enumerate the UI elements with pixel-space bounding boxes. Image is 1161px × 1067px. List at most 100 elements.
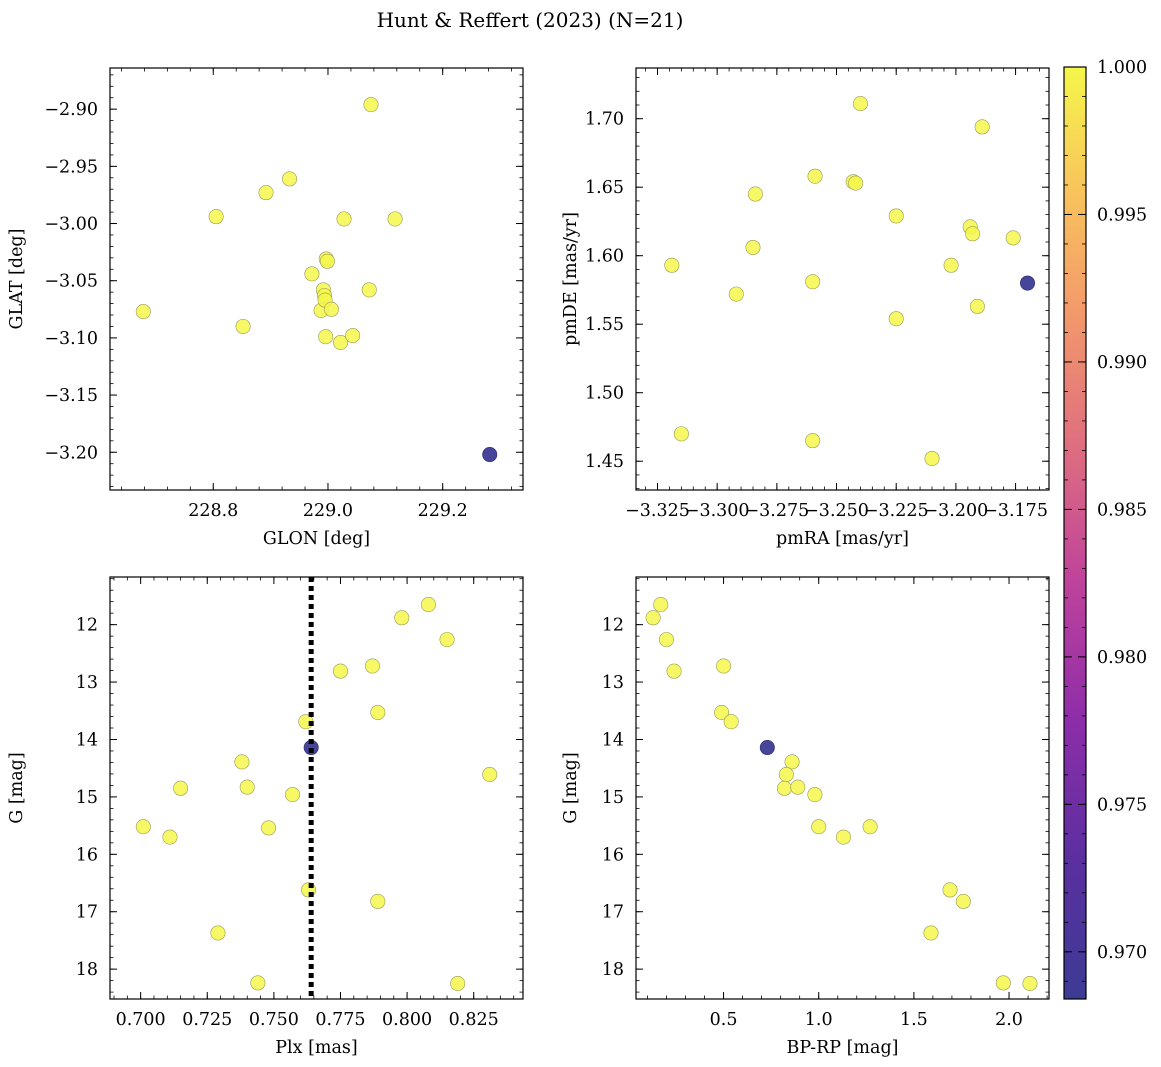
colorbar-tick-label: 0.975: [1097, 795, 1147, 815]
scatter-point: [208, 209, 224, 225]
y-tick-label: −2.95: [44, 157, 98, 177]
scatter-point: [943, 257, 959, 273]
colorbar-frame: [1063, 66, 1087, 1000]
scatter-point: [673, 426, 689, 442]
y-tick-label: −3.15: [44, 386, 98, 406]
scatter-point: [285, 787, 301, 803]
scatter-point: [923, 925, 939, 941]
scatter-points: [664, 96, 1036, 466]
scatter-point: [239, 779, 255, 795]
scatter-point: [261, 820, 277, 836]
scatter-point: [965, 226, 981, 242]
y-tick-label: 1.60: [585, 247, 624, 267]
colorbar-tick-label: 0.985: [1097, 500, 1147, 520]
scatter-point: [361, 282, 377, 298]
scatter-point: [790, 779, 806, 795]
x-tick-label: −3.200: [924, 501, 989, 521]
y-tick-label: −3.00: [44, 215, 98, 235]
scatter-point: [888, 208, 904, 224]
scatter-point: [387, 211, 403, 227]
x-axis-label: Plx [mas]: [275, 1038, 357, 1058]
scatter-point: [759, 740, 775, 756]
x-tick-label: 1.0: [805, 1010, 833, 1030]
scatter-point: [955, 893, 971, 909]
scatter-point: [482, 447, 498, 463]
scatter-point: [1005, 230, 1021, 246]
scatter-point: [658, 632, 674, 648]
x-tick-label: −3.275: [744, 501, 809, 521]
scatter-point: [852, 96, 868, 112]
scatter-point: [811, 819, 827, 835]
scatter-points: [135, 597, 498, 991]
colorbar-tick-label: 0.980: [1097, 648, 1147, 668]
scatter-point: [345, 328, 361, 344]
scatter-point: [304, 266, 320, 282]
scatter-point: [862, 819, 878, 835]
scatter-point: [250, 975, 266, 991]
y-tick-label: 16: [76, 845, 98, 865]
scatter-points: [645, 597, 1038, 991]
scatter-point: [714, 704, 730, 720]
x-tick-label: −3.325: [625, 501, 690, 521]
x-tick-label: 0.750: [249, 1010, 299, 1030]
y-tick-label: 1.45: [585, 452, 624, 472]
y-axis-label: GLAT [deg]: [7, 229, 27, 330]
scatter-point: [336, 211, 352, 227]
x-tick-label: 0.800: [382, 1010, 432, 1030]
colorbar-gradient: [1064, 67, 1086, 999]
minor-ticks: [636, 577, 1049, 999]
x-axis-label: pmRA [mas/yr]: [776, 529, 909, 549]
scatter-point: [728, 286, 744, 302]
axes-frame: [635, 67, 1050, 491]
scatter-point: [333, 334, 349, 350]
scatter-point: [258, 185, 274, 201]
scatter-point: [716, 658, 732, 674]
scatter-point: [420, 597, 436, 613]
x-tick-label: 2.0: [995, 1010, 1023, 1030]
panel-bprp-g: 0.5 1.0 1.5 2.0 12 13 14 15 16 17 18 BP-RP [mag] G […: [561, 576, 1050, 1058]
y-tick-label: 1.55: [585, 315, 624, 335]
x-tick-label: 0.700: [116, 1010, 166, 1030]
scatter-point: [235, 318, 251, 334]
scatter-point: [370, 704, 386, 720]
x-axis-label: BP-RP [mag]: [787, 1038, 899, 1058]
y-tick-label: −3.05: [44, 272, 98, 292]
y-tick-label: −3.20: [44, 443, 98, 463]
y-tick-label: 12: [602, 616, 624, 636]
x-tick-label: −3.225: [864, 501, 929, 521]
x-tick-label: −3.300: [685, 501, 750, 521]
x-tick-label: −3.250: [804, 501, 869, 521]
x-tick-label: −3.175: [983, 501, 1048, 521]
scatter-point: [745, 239, 761, 255]
y-tick-label: 15: [602, 788, 624, 808]
scatter-point: [234, 754, 250, 770]
scatter-point: [1020, 275, 1036, 291]
scatter-point: [210, 925, 226, 941]
figure-title: Hunt & Reffert (2023) (N=21): [377, 8, 684, 32]
scatter-point: [747, 186, 763, 202]
scatter-point: [319, 253, 335, 269]
scatter-point: [888, 311, 904, 327]
y-tick-label: 1.50: [585, 384, 624, 404]
y-axis-label: G [mag]: [561, 752, 581, 823]
scatter-point: [135, 304, 151, 320]
scatter-point: [805, 274, 821, 290]
y-tick-label: −2.90: [44, 100, 98, 120]
minor-ticks: [110, 577, 523, 999]
y-axis-label: pmDE [mas/yr]: [561, 212, 581, 346]
scatter-point: [664, 257, 680, 273]
scatter-points: [135, 97, 498, 463]
scatter-point: [450, 975, 466, 991]
scatter-point: [942, 882, 958, 898]
y-tick-label: 1.70: [585, 110, 624, 130]
scatter-point: [318, 329, 334, 345]
colorbar-tick-label: 1.000: [1097, 58, 1147, 78]
axes-frame: [635, 576, 1050, 1000]
scatter-point: [778, 767, 794, 783]
y-tick-label: 14: [602, 730, 624, 750]
colorbar-tick-label: 0.990: [1097, 353, 1147, 373]
scatter-point: [173, 780, 189, 796]
y-tick-label: 13: [602, 673, 624, 693]
axes-frame: [109, 576, 524, 1000]
